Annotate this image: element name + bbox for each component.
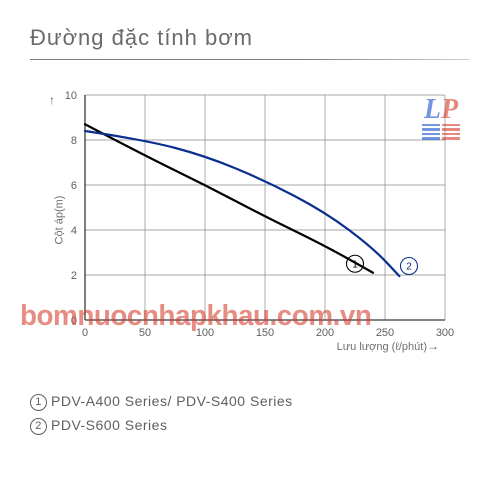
legend-text-2: PDV-S600 Series <box>51 417 167 433</box>
svg-text:8: 8 <box>71 135 77 147</box>
title-underline <box>30 59 470 60</box>
svg-text:10: 10 <box>65 90 77 102</box>
svg-text:4: 4 <box>71 225 77 237</box>
legend-item: 2PDV-S600 Series <box>30 414 470 438</box>
legend-num-1: 1 <box>30 394 47 411</box>
brand-logo: LP <box>422 98 460 142</box>
x-axis-label: Lưu lượng (ℓ/phút) <box>337 341 427 353</box>
logo-p: P <box>441 94 458 125</box>
svg-text:1: 1 <box>352 259 358 270</box>
y-axis-label: Cột áp(m) <box>53 196 65 245</box>
y-arrow: ↑ <box>49 93 55 107</box>
svg-text:2: 2 <box>71 270 77 282</box>
legend-num-2: 2 <box>30 418 47 435</box>
svg-text:300: 300 <box>436 327 454 339</box>
x-arrow: → <box>427 339 439 353</box>
legend: 1PDV-A400 Series/ PDV-S400 Series 2PDV-S… <box>30 390 470 438</box>
svg-text:2: 2 <box>406 262 412 273</box>
legend-text-1: PDV-A400 Series/ PDV-S400 Series <box>51 393 293 409</box>
legend-item: 1PDV-A400 Series/ PDV-S400 Series <box>30 390 470 414</box>
svg-text:250: 250 <box>376 327 394 339</box>
svg-text:6: 6 <box>71 180 77 192</box>
watermark-text: bomnuocnhapkhau.com.vn <box>20 300 371 333</box>
logo-l: L <box>424 94 441 125</box>
page-title: Đường đặc tính bơm <box>30 25 470 51</box>
